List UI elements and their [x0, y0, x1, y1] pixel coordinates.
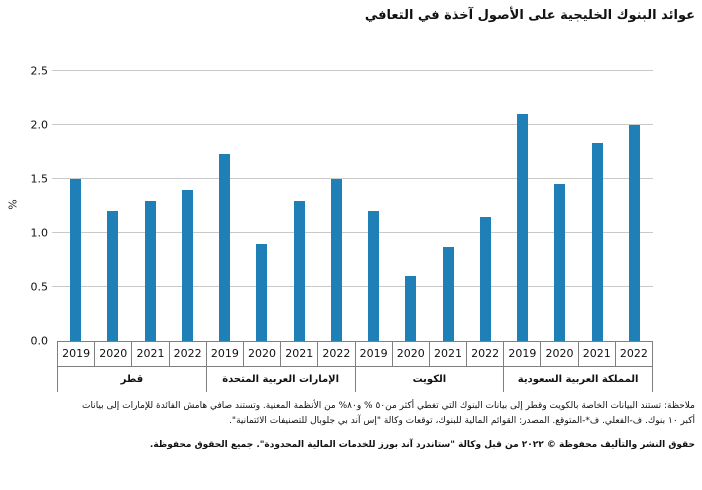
- bar-group4-2021: [591, 143, 603, 341]
- bar-group2-2020: [256, 243, 268, 341]
- bar-group2-2021: [293, 200, 305, 341]
- x-group-label-1: قطر: [58, 367, 207, 392]
- x-tick-year: 2021: [132, 341, 170, 366]
- bar-group1-2021: [144, 200, 156, 341]
- y-tick-label: 0.0: [30, 334, 49, 348]
- x-tick-year: 2020: [95, 341, 133, 366]
- y-tick-label: 2.5: [30, 64, 49, 78]
- bar-group3-2022: [479, 216, 491, 341]
- y-tick-label: 0.5: [30, 280, 49, 294]
- bar-group3-2020: [405, 276, 417, 341]
- x-group-label-4: المملكة العربية السعودية: [517, 374, 639, 385]
- x-axis-years: 2019 2020 2021 2022 2019 2020 2021 2022 2019 2020…: [57, 341, 653, 367]
- bar-group2-2019: [219, 154, 231, 341]
- bar-group1-2022: [181, 189, 193, 341]
- y-tick-label: 2.0: [30, 118, 49, 132]
- y-axis-ticks: 0.0 0.5 1.0 1.5 2.0 2.5: [16, 65, 52, 348]
- x-group-label-3: الكويت: [356, 367, 505, 392]
- x-tick-year: 2022: [318, 341, 356, 366]
- plot-area: [52, 70, 653, 342]
- x-tick-year: 2020: [393, 341, 430, 366]
- bar-group3-2019: [368, 211, 380, 341]
- gridline: [52, 178, 653, 179]
- x-tick-year: 2021: [281, 341, 319, 366]
- copyright-line: حقوق النشر والتأليف محفوظة © ٢٠٢٢ من قبل…: [149, 440, 695, 450]
- x-tick-year: 2019: [356, 341, 393, 366]
- footnote-line-1: ملاحظة: تستند البيانات الخاصة بالكويت وق…: [81, 401, 695, 411]
- x-tick-year: 2019: [207, 341, 244, 366]
- x-group-label-2: الإمارات العربية المتحدة: [207, 367, 356, 392]
- y-tick-label: 1.0: [30, 226, 49, 240]
- footnote-line-2: أكبر ١٠ بنوك. ف-الفعلي. ف*-المتوقع. المص…: [229, 416, 695, 426]
- x-tick-year: 2020: [244, 341, 282, 366]
- x-tick-year: 2021: [579, 341, 616, 366]
- x-axis-groups: قطر الإمارات العربية المتحدة الكويت المملكة…: [57, 367, 653, 392]
- y-tick-label: 1.5: [30, 172, 49, 186]
- footnote: ملاحظة: تستند البيانات الخاصة بالكويت وق…: [67, 399, 695, 429]
- gridline: [52, 70, 653, 71]
- x-tick-year: 2022: [170, 341, 207, 366]
- x-tick-year: 2020: [541, 341, 579, 366]
- chart-title: عوائد البنوك الخليجية على الأصول آخذة في…: [364, 8, 695, 23]
- gridline: [52, 286, 653, 287]
- bar-group3-2021: [442, 247, 454, 341]
- gridline: [52, 232, 653, 233]
- x-tick-year: 2019: [504, 341, 542, 366]
- x-tick-year: 2021: [430, 341, 468, 366]
- x-tick-year: 2022: [467, 341, 505, 366]
- x-tick-year: 2019: [58, 341, 96, 366]
- gridline: [52, 124, 653, 125]
- bar-group2-2022: [330, 179, 342, 341]
- bar-group1-2019: [70, 179, 82, 341]
- x-tick-year: 2022: [619, 347, 648, 360]
- bar-group1-2020: [107, 211, 119, 341]
- bar-group4-2020: [554, 184, 566, 341]
- bar-group4-2022: [628, 125, 640, 341]
- bar-group4-2019: [517, 114, 529, 341]
